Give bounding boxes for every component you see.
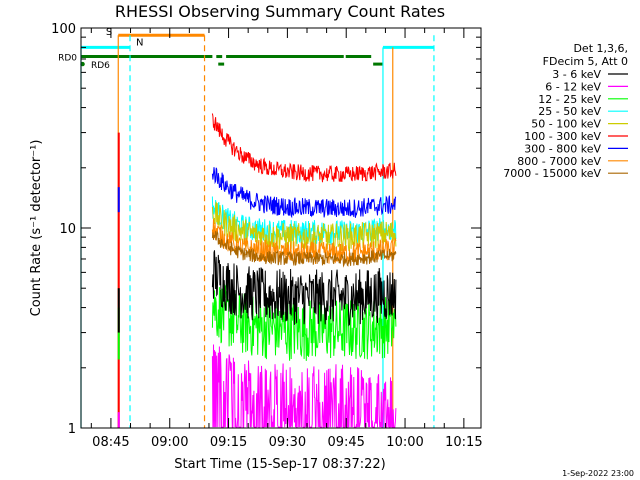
- y-tick-label: 10: [59, 222, 76, 237]
- legend-label: 300 - 800 keV: [524, 142, 601, 155]
- x-tick-label: 09:45: [327, 435, 364, 450]
- x-axis-label: Start Time (15-Sep-17 08:37:22): [174, 457, 385, 472]
- flag-label-rd6: RD6: [91, 61, 110, 71]
- legend-header: Det 1,3,6,: [573, 42, 628, 55]
- legend-label: 3 - 6 keV: [552, 68, 601, 81]
- axes: 1 10 100 08:45 09:00 09:15 09:30 09:45 10:00 10:1…: [51, 22, 482, 450]
- x-tick-label: 10:15: [445, 435, 482, 450]
- legend-label: 12 - 25 keV: [538, 93, 601, 106]
- legend-label: 25 - 50 keV: [538, 105, 601, 118]
- plot-area: S N RD0 RD6: [58, 27, 435, 429]
- series-line-300-800kev: [211, 167, 397, 219]
- flag-label-n: N: [136, 37, 143, 48]
- legend-label: 6 - 12 keV: [545, 80, 601, 93]
- y-axis-label: Count Rate (s⁻¹ detector⁻¹): [29, 140, 44, 317]
- y-tick-label: 1: [68, 422, 76, 437]
- legend-label: 800 - 7000 keV: [517, 155, 601, 168]
- series-line-3-6kev: [211, 250, 397, 327]
- series-line-800-7000kev: [211, 219, 397, 265]
- x-tick-label: 08:45: [92, 435, 129, 450]
- series-line-6-12kev: [211, 344, 397, 429]
- series-line-12-25kev: [211, 283, 397, 361]
- flag-label-s: S: [106, 27, 112, 38]
- footer-timestamp: 1-Sep-2022 23:00: [562, 469, 634, 478]
- y-tick-label: 100: [51, 22, 76, 37]
- series-line-50-100kev: [211, 201, 397, 253]
- legend-header: FDecim 5, Att 0: [543, 55, 628, 68]
- flag-label-rd0: RD0: [58, 54, 77, 64]
- x-tick-label: 09:30: [269, 435, 306, 450]
- legend-label: 50 - 100 keV: [531, 118, 601, 131]
- x-tick-label: 09:00: [151, 435, 188, 450]
- x-tick-label: 09:15: [210, 435, 247, 450]
- series-line-100-300kev: [211, 113, 397, 183]
- series-line-7000-15000kev: [211, 230, 397, 268]
- legend-label: 7000 - 15000 keV: [503, 167, 601, 180]
- legend-label: 100 - 300 keV: [524, 130, 601, 143]
- chart-title: RHESSI Observing Summary Count Rates: [115, 2, 445, 21]
- x-tick-label: 10:00: [386, 435, 423, 450]
